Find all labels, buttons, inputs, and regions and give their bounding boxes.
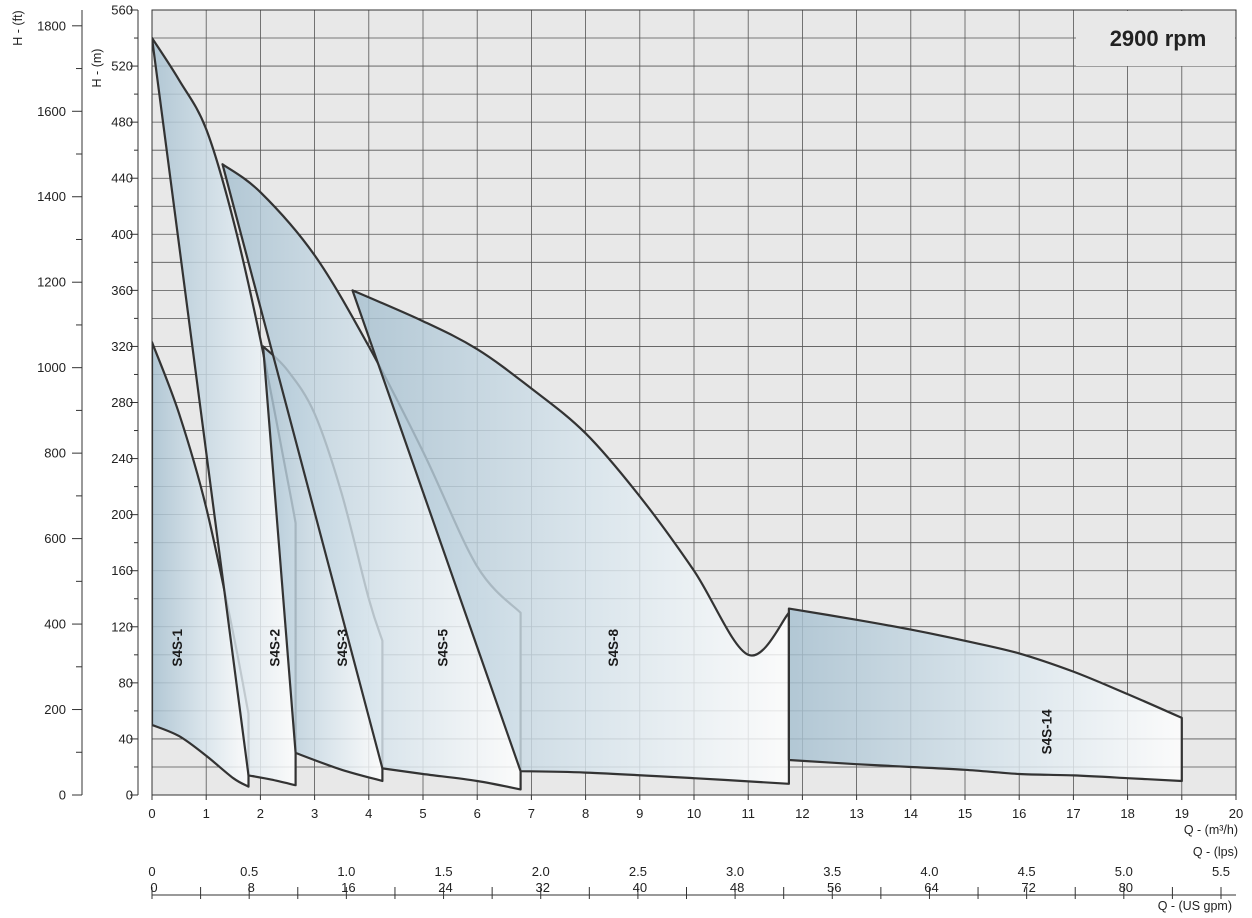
x-tick-label: 17 [1066,806,1080,821]
y2-axis-ticks: 0 200 400 600 800 1000 1200 1400 1600 1800 [37,10,83,803]
x2-tick-label: 2.0 [532,864,550,879]
x3-tick-label: 32 [535,880,549,895]
y-tick-label: 280 [111,395,133,410]
x-tick-label: 20 [1229,806,1243,821]
x2-tick-label: 1.0 [337,864,355,879]
series-label-s4s-1: S4S-1 [170,629,185,667]
x-tick-label: 14 [904,806,918,821]
series-area-s4s-2 [152,36,297,787]
series-label-s4s-8: S4S-8 [606,629,621,667]
y2-tick-label: 1000 [37,360,66,375]
y2-tick-label: 0 [59,788,66,803]
y-tick-label: 480 [111,115,133,130]
x3-tick-label: 72 [1021,880,1035,895]
x2-tick-label: 0 [148,864,155,879]
x-tick-label: 9 [636,806,643,821]
x-axis-label: Q - (m³/h) [1184,823,1238,837]
y-tick-label: 120 [111,619,133,634]
series-label-s4s-2: S4S-2 [267,629,282,667]
x2-tick-label: 0.5 [240,864,258,879]
x-tick-label: 5 [419,806,426,821]
y-tick-label: 160 [111,563,133,578]
y-tick-label: 520 [111,59,133,74]
y2-tick-label: 400 [44,617,66,632]
y-tick-label: 40 [119,731,133,746]
x3-tick-label: 8 [248,880,255,895]
x2-tick-label: 4.5 [1018,864,1036,879]
x-tick-label: 8 [582,806,589,821]
y2-tick-label: 800 [44,446,66,461]
y-tick-label: 360 [111,283,133,298]
x-tick-label: 2 [257,806,264,821]
y2-tick-label: 1200 [37,275,66,290]
x3-axis-label: Q - (US gpm) [1158,899,1232,913]
x-tick-label: 10 [687,806,701,821]
x-tick-label: 13 [849,806,863,821]
x3-tick-label: 56 [827,880,841,895]
x-tick-label: 12 [795,806,809,821]
x3-tick-label: 80 [1119,880,1133,895]
x-tick-label: 6 [474,806,481,821]
x3-tick-label: 64 [924,880,938,895]
series-area-s4s-8 [351,289,790,785]
x-tick-label: 7 [528,806,535,821]
series-area-s4s-14 [787,607,1183,783]
x-tick-label: 16 [1012,806,1026,821]
x-tick-label: 15 [958,806,972,821]
x-axis-ticks: 0 1 2 3 4 5 6 7 8 9 10 11 12 13 14 15 16 17 18 19 20 [148,795,1243,821]
y2-tick-label: 600 [44,531,66,546]
y2-tick-label: 200 [44,702,66,717]
y-tick-label: 0 [126,788,133,803]
y-axis-label: H - (m) [90,49,104,88]
x3-tick-label: 48 [730,880,744,895]
y-tick-label: 240 [111,451,133,466]
series-labels: S4S-1 S4S-2 S4S-3 S4S-5 S4S-8 S4S-14 [170,629,1055,755]
x-tick-label: 3 [311,806,318,821]
x-tick-label: 4 [365,806,372,821]
y-tick-label: 80 [119,675,133,690]
x2-tick-label: 3.5 [823,864,841,879]
x-tick-label: 0 [148,806,155,821]
rpm-box: 2900 rpm [1076,11,1235,66]
y2-tick-label: 1400 [37,189,66,204]
series-label-s4s-3: S4S-3 [335,629,350,667]
x2-tick-label: 5.0 [1115,864,1133,879]
y-axis-ticks: 0 40 80 120 160 200 240 280 320 360 400 440 480 520 56… [111,3,139,803]
x2-tick-label: 5.5 [1212,864,1230,879]
series-areas [152,36,1183,791]
y-tick-label: 440 [111,171,133,186]
x2-tick-label: 1.5 [435,864,453,879]
y-tick-label: 320 [111,339,133,354]
y2-tick-label: 1800 [37,18,66,33]
x3-tick-label: 0 [150,880,157,895]
x3-tick-label: 40 [633,880,647,895]
y-tick-label: 200 [111,507,133,522]
x2-tick-label: 3.0 [726,864,744,879]
x2-axis-label: Q - (lps) [1193,845,1238,859]
series-label-s4s-14: S4S-14 [1040,709,1055,755]
y-tick-label: 560 [111,3,133,18]
x-tick-label: 18 [1120,806,1134,821]
y-tick-label: 400 [111,227,133,242]
rpm-label: 2900 rpm [1110,26,1207,51]
series-label-s4s-5: S4S-5 [435,629,450,667]
x3-tick-label: 16 [341,880,355,895]
x3-tick-label: 24 [438,880,452,895]
x2-axis-ticks: 0 0.5 1.0 1.5 2.0 2.5 3.0 3.5 4.0 4.5 5.0 5.5 0 8 16 24… [148,864,1236,899]
x2-tick-label: 4.0 [920,864,938,879]
y2-axis-label: H - (ft) [11,10,25,45]
x-tick-label: 19 [1175,806,1189,821]
x-tick-label: 1 [203,806,210,821]
x2-tick-label: 2.5 [629,864,647,879]
x-tick-label: 11 [741,806,755,821]
y2-tick-label: 1600 [37,104,66,119]
